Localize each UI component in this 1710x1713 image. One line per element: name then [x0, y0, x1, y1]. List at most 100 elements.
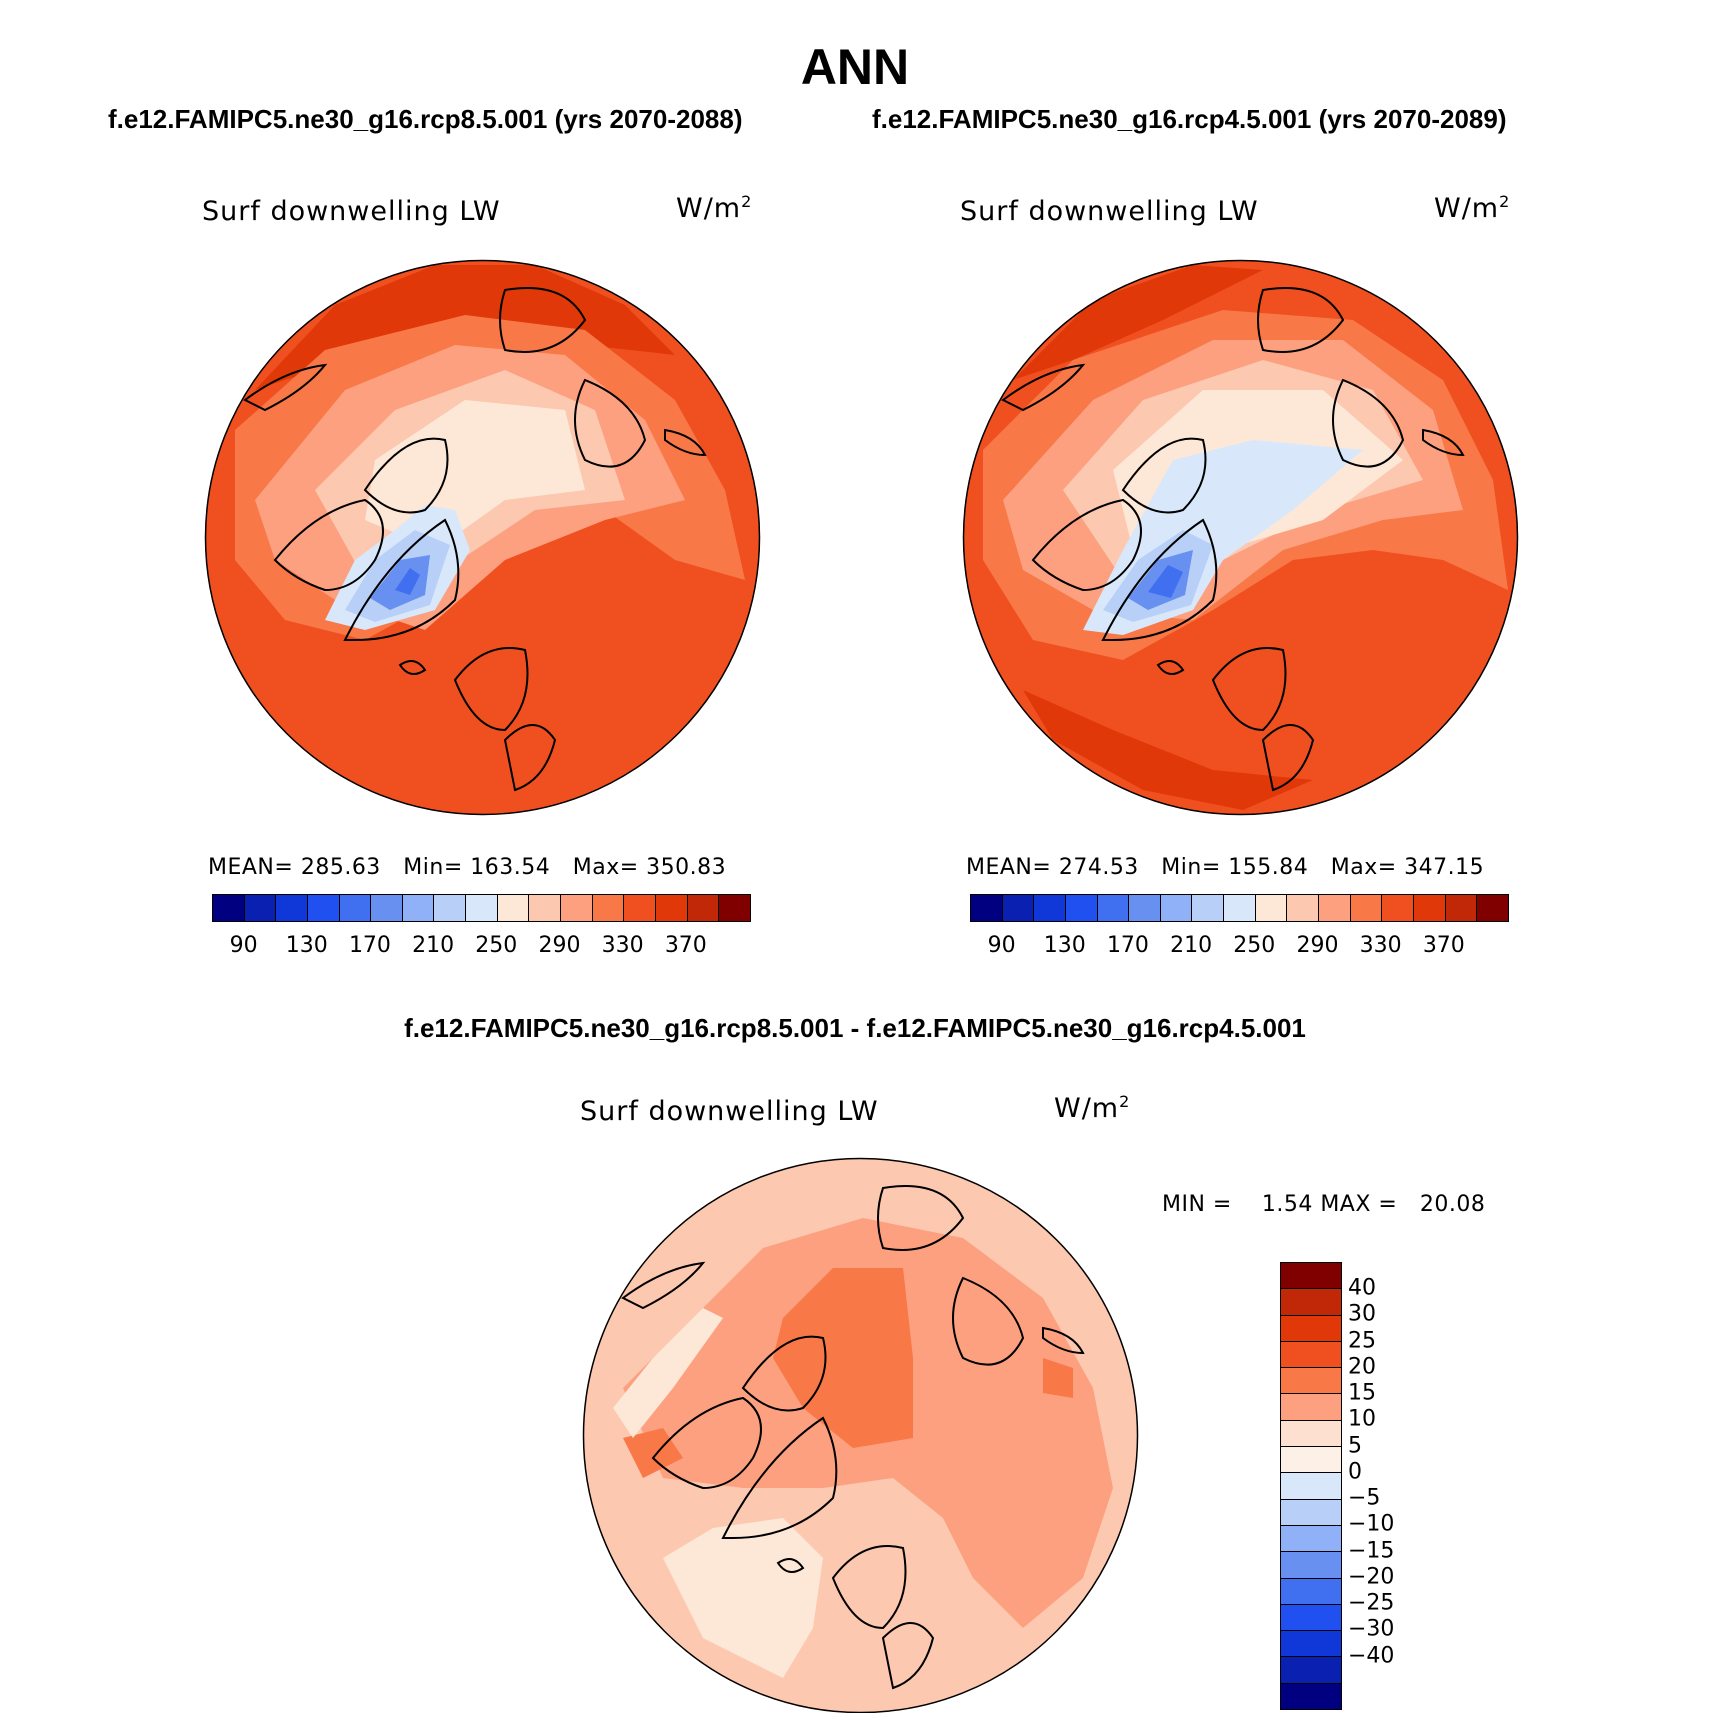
units-text: W/m [1054, 1093, 1120, 1124]
colorbar-tick-label: 90 [229, 933, 258, 958]
panel-b-colorbar-ticks: 90 130 170 210 250 290 330 370 [970, 933, 1507, 963]
contour-region-2 [1023, 690, 1313, 810]
diff-colorbar-ticks: 40 30 25 20 15 10 5 0 −5 −10 −15 −20 −25 −30 −40 [1348, 1262, 1408, 1708]
colorbar-tick-label: 130 [285, 933, 328, 958]
min-value: 163.54 [470, 855, 551, 880]
panel-a-map [204, 259, 761, 816]
colorbar-tick-label: 30 [1348, 1301, 1376, 1327]
mean-value: 274.53 [1058, 855, 1139, 880]
contour-region-5 [663, 1518, 823, 1678]
max-value: 350.83 [646, 855, 727, 880]
colorbar-swatch-12 [1281, 1578, 1341, 1605]
colorbar-swatch-8 [1281, 1473, 1341, 1500]
colorbar-swatch-10 [1287, 895, 1320, 921]
colorbar-tick-label: 0 [1348, 1459, 1362, 1485]
colorbar-swatch-15 [1445, 895, 1478, 921]
colorbar-tick-label: −15 [1348, 1538, 1395, 1564]
map-boundary [962, 259, 1519, 816]
colorbar-swatch-7 [1281, 1447, 1341, 1474]
contour-region-9 [395, 568, 420, 595]
coastline-5 [831, 1545, 907, 1630]
colorbar-swatch-6 [1160, 895, 1193, 921]
coastline-9 [664, 428, 707, 457]
difference-title: f.e12.FAMIPC5.ne30_g16.rcp8.5.001 - f.e1… [404, 1013, 1306, 1043]
colorbar-swatch-14 [1281, 1631, 1341, 1658]
coastline-6 [881, 1622, 935, 1690]
diff-colorbar [1280, 1262, 1342, 1710]
colorbar-swatch-5 [1281, 1394, 1341, 1421]
panel-a-title: f.e12.FAMIPC5.ne30_g16.rcp8.5.001 (yrs 2… [108, 104, 743, 134]
colorbar-tick-label: 330 [601, 933, 644, 958]
colorbar-tick-label: 370 [664, 933, 707, 958]
colorbar-tick-label: 130 [1043, 933, 1086, 958]
coastline-0 [273, 498, 384, 592]
min-value: 1.54 [1261, 1192, 1313, 1217]
mean-label: MEAN= [966, 855, 1052, 880]
colorbar-swatch-15 [687, 895, 720, 921]
colorbar-swatch-13 [624, 895, 656, 921]
colorbar-tick-label: −40 [1348, 1643, 1395, 1669]
colorbar-swatch-4 [1281, 1368, 1341, 1395]
colorbar-swatch-9 [1255, 895, 1288, 921]
colorbar-swatch-13 [1281, 1604, 1341, 1632]
colorbar-swatch-3 [1281, 1341, 1341, 1369]
units-exponent: 2 [1499, 192, 1511, 211]
colorbar-swatch-1 [244, 895, 277, 921]
colorbar-tick-label: 90 [987, 933, 1016, 958]
colorbar-swatch-16 [1477, 895, 1508, 921]
colorbar-tick-label: −5 [1348, 1485, 1381, 1511]
coastline-7 [1156, 660, 1185, 675]
panel-a-stats: MEAN= 285.63 Min= 163.54 Max= 350.83 [208, 855, 726, 880]
colorbar-tick-label: 250 [475, 933, 518, 958]
colorbar-tick-label: −30 [1348, 1616, 1395, 1642]
units-text: W/m [676, 193, 742, 224]
colorbar-tick-label: 5 [1348, 1433, 1362, 1459]
max-value: 347.15 [1404, 855, 1485, 880]
coastline-0 [651, 1396, 762, 1490]
coastline-4 [574, 378, 647, 468]
colorbar-tick-label: 170 [1106, 933, 1149, 958]
coastline-3 [1257, 287, 1345, 353]
colorbar-swatch-9 [1281, 1499, 1341, 1526]
coastline-5 [453, 647, 529, 732]
colorbar-swatch-7 [1192, 895, 1225, 921]
coastline-8 [243, 363, 328, 412]
coastline-8 [621, 1261, 706, 1310]
colorbar-tick-label: 10 [1348, 1406, 1376, 1432]
colorbar-tick-label: −10 [1348, 1511, 1395, 1537]
colorbar-tick-label: 210 [412, 933, 455, 958]
colorbar-swatch-6 [402, 895, 435, 921]
figure-title: ANN [800, 39, 910, 95]
colorbar-swatch-4 [1097, 895, 1130, 921]
coastlines [1001, 287, 1465, 792]
colorbar-swatch-12 [592, 895, 625, 921]
colorbar-swatch-0 [213, 895, 245, 921]
panel-a-colorbar-ticks: 90 130 170 210 250 290 330 370 [212, 933, 749, 963]
colorbar-swatch-12 [1350, 895, 1383, 921]
colorbar-swatch-2 [276, 895, 308, 921]
panel-b-variable: Surf downwelling LW [960, 196, 1259, 227]
colorbar-tick-label: 370 [1422, 933, 1465, 958]
colorbar-swatch-3 [307, 895, 340, 921]
coastline-6 [1261, 724, 1315, 792]
map-boundary [204, 259, 761, 816]
colorbar-tick-label: 290 [1296, 933, 1339, 958]
contour-region-4 [1043, 1358, 1073, 1398]
colorbar-tick-label: −25 [1348, 1590, 1395, 1616]
panel-b-map [962, 259, 1519, 816]
coastlines [243, 287, 707, 792]
max-label: Max= [572, 855, 639, 880]
min-label: Min= [1161, 855, 1221, 880]
coastline-4 [952, 1276, 1025, 1366]
colorbar-swatch-2 [1034, 895, 1066, 921]
panel-b-units: W/m2 [1434, 192, 1510, 224]
diff-stats: MIN = 1.54 MAX = 20.08 [1162, 1192, 1485, 1217]
colorbar-swatch-13 [1382, 895, 1414, 921]
contour-region-1 [255, 265, 675, 390]
colorbar-swatch-10 [1281, 1525, 1341, 1553]
coastline-3 [877, 1185, 965, 1251]
panel-a-units: W/m2 [676, 192, 752, 224]
diff-units: W/m2 [1054, 1092, 1130, 1124]
panel-b-colorbar [970, 894, 1509, 922]
colorbar-swatch-8 [1224, 895, 1256, 921]
